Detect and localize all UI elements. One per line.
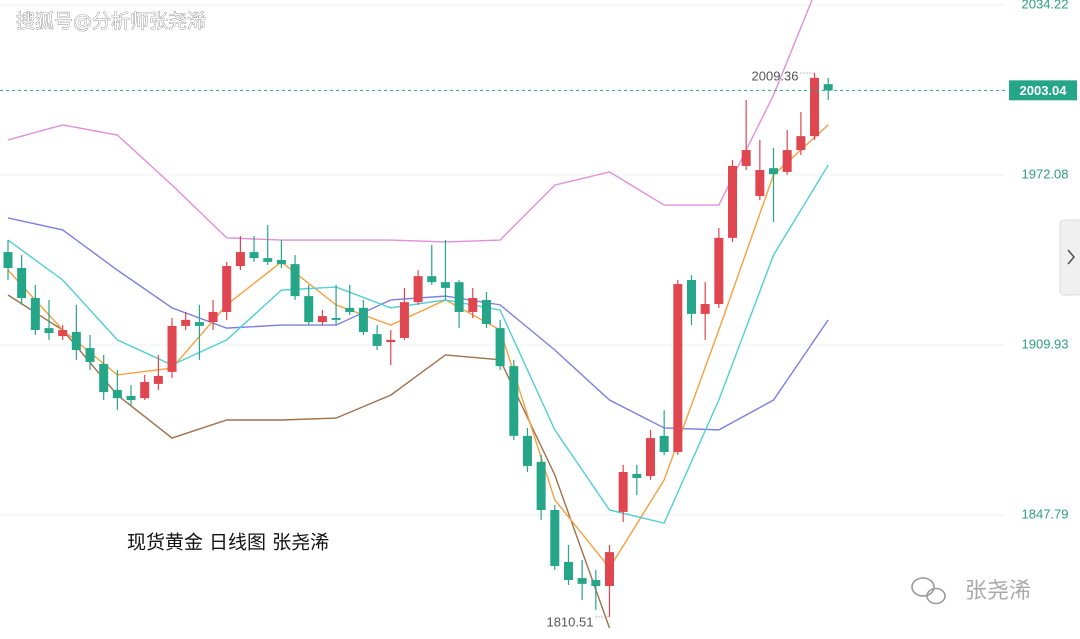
candle-body [687, 279, 696, 314]
candle-body [604, 552, 614, 587]
candle-body [495, 328, 505, 367]
candle-body [372, 334, 382, 346]
candle-body [3, 252, 13, 268]
candle-body [796, 136, 806, 151]
candle-body [126, 395, 136, 401]
indicator-line [7, 0, 813, 243]
candle-body [358, 307, 368, 332]
candle-body [58, 330, 68, 337]
candle-body [304, 296, 314, 323]
candle-body [563, 561, 573, 581]
candle-body [208, 311, 218, 323]
candle-body [632, 473, 642, 478]
candle-body [249, 252, 259, 259]
candle-body [522, 435, 532, 466]
candle-body [413, 276, 423, 303]
candle-body [823, 84, 833, 91]
candle-body [167, 325, 177, 372]
candle-body [782, 150, 792, 172]
candle-body [181, 319, 191, 326]
candle-body [153, 375, 163, 384]
indicator-line [7, 124, 829, 570]
candle-body [810, 77, 820, 137]
candle-body [44, 328, 54, 334]
candle-body [399, 302, 409, 338]
y-tick-label: 1909.93 [1022, 336, 1069, 351]
chart-title: 现货黄金 日线图 张尧浠 [127, 532, 329, 554]
candle-body [235, 252, 245, 267]
candle-body [769, 168, 779, 175]
candle-body [728, 165, 738, 238]
candle-body [536, 461, 546, 510]
candle-body [673, 284, 683, 453]
candle-body [222, 266, 232, 312]
candle-body [509, 366, 519, 436]
candle-body [700, 304, 710, 314]
candle-body [30, 298, 40, 331]
candle-body [17, 267, 27, 299]
candle-body [659, 435, 669, 453]
candle-body [345, 307, 355, 312]
candle-body [99, 363, 109, 393]
candle-body [468, 298, 478, 312]
low-annotation: 1810.51 [546, 614, 593, 629]
candle-body [577, 578, 587, 584]
candle-body [714, 237, 724, 305]
candle-body [741, 150, 751, 166]
y-tick-label: 1972.08 [1022, 166, 1069, 181]
high-annotation: 2009.36 [752, 68, 799, 83]
last-price-box [1009, 80, 1077, 101]
candle-body [331, 317, 341, 320]
candles [3, 73, 833, 617]
candle-body [427, 276, 437, 283]
watermark: 搜狐号@分析师张尧浠 [16, 11, 206, 33]
candle-body [386, 339, 396, 343]
candle-body [591, 580, 601, 587]
candle-body [550, 509, 560, 567]
wechat-icon [911, 577, 946, 605]
side-tab[interactable] [1059, 219, 1080, 296]
candle-body [317, 316, 327, 323]
candle-body [71, 331, 81, 350]
y-tick-label: 1847.79 [1022, 506, 1069, 521]
candle-body [85, 348, 95, 363]
brand: 张尧浠 [965, 579, 1031, 604]
candle-body [645, 438, 655, 477]
candle-body [618, 471, 628, 512]
candle-body [440, 282, 450, 288]
indicator-line [7, 294, 611, 629]
candle-body [276, 260, 286, 265]
candle-body [755, 170, 765, 197]
candle-body [454, 282, 464, 312]
y-tick-label: 2034.22 [1022, 0, 1069, 11]
candle-body [290, 264, 300, 297]
candle-body [263, 258, 273, 262]
candle-body [194, 322, 204, 326]
candle-body [481, 299, 491, 325]
candle-body [112, 389, 122, 399]
last-price-label: 2003.04 [1020, 83, 1068, 98]
candle-body [140, 381, 150, 399]
